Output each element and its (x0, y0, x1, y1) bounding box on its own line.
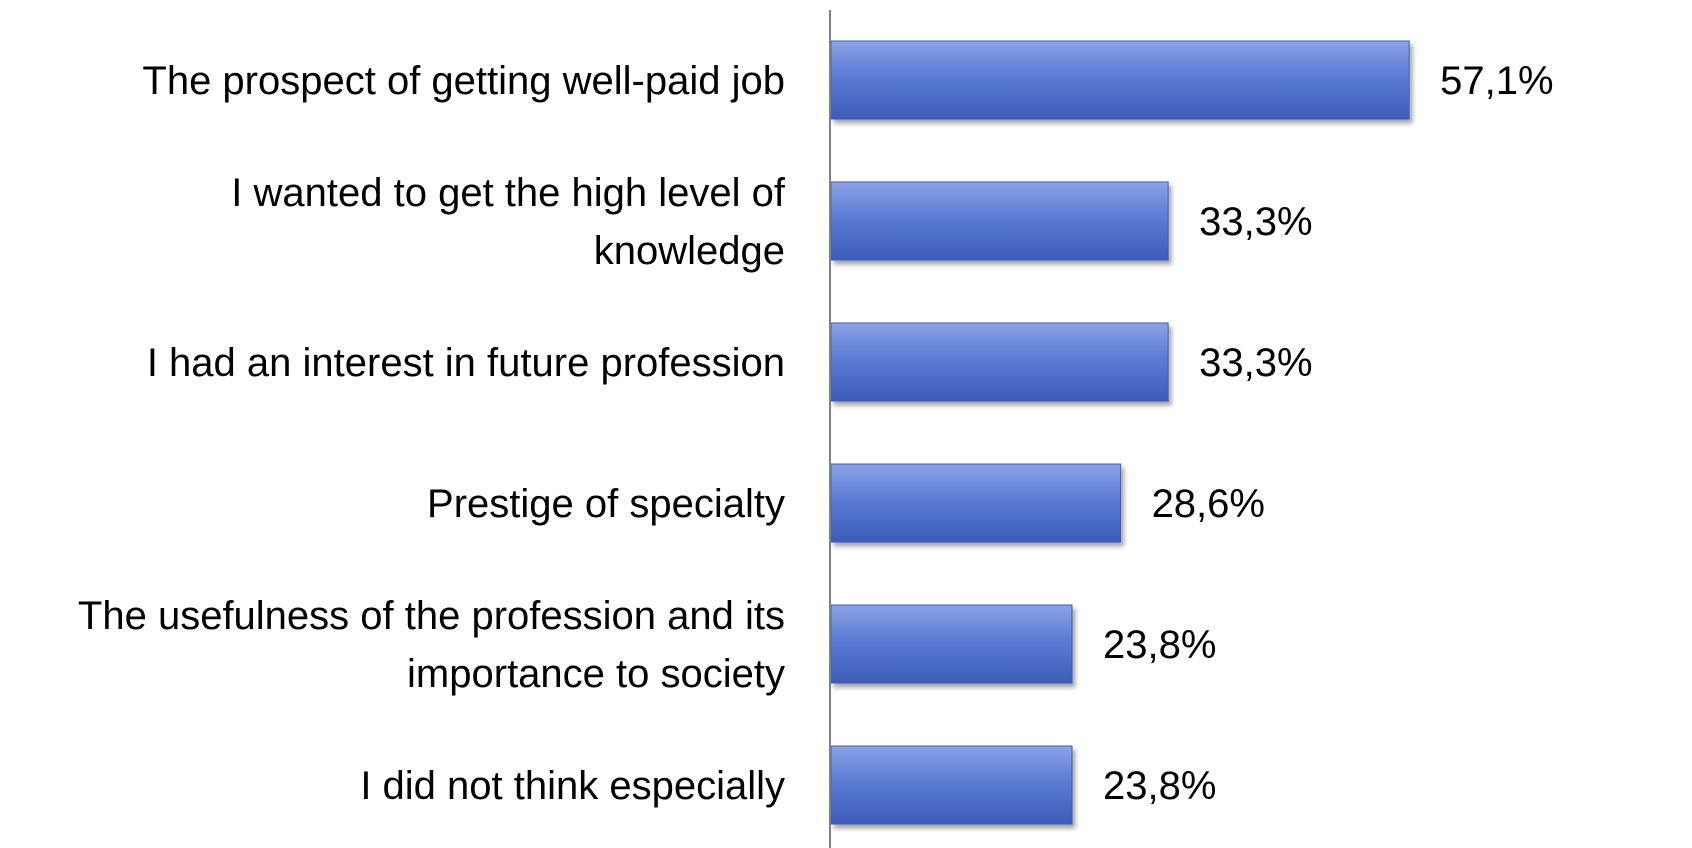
category-label-5: The usefulness of the profession and its… (78, 594, 785, 696)
category-label-1: The prospect of getting well-paid job (142, 59, 785, 103)
bar-2 (830, 181, 1169, 261)
value-label-2: 33,3% (1199, 200, 1312, 244)
category-label-4: Prestige of specialty (427, 482, 785, 526)
category-label-line: The prospect of getting well-paid job (142, 59, 785, 103)
bar-4 (830, 463, 1122, 543)
category-label-6: I did not think especially (360, 764, 785, 808)
category-label-line: importance to society (407, 652, 785, 696)
category-label-line: knowledge (594, 229, 785, 273)
category-label-2: I wanted to get the high level of knowled… (231, 171, 786, 273)
value-label-4: 28,6% (1152, 482, 1265, 526)
value-label-5: 23,8% (1103, 623, 1216, 667)
bars-group (830, 40, 1410, 825)
value-label-3: 33,3% (1199, 341, 1312, 385)
bar-5 (830, 604, 1073, 684)
category-label-line: I did not think especially (360, 764, 785, 808)
bar-1 (830, 40, 1410, 120)
category-label-line: I had an interest in future profession (147, 341, 785, 385)
category-label-3: I had an interest in future profession (147, 341, 785, 385)
value-labels-group: 57,1% 33,3% 33,3% 28,6% 23,8% 23,8% (1103, 59, 1554, 808)
category-label-line: I wanted to get the high level of (231, 171, 786, 215)
value-label-1: 57,1% (1440, 59, 1553, 103)
bar-6 (830, 745, 1073, 825)
category-labels-group: The prospect of getting well-paid job I w… (78, 59, 786, 808)
value-label-6: 23,8% (1103, 764, 1216, 808)
category-label-line: Prestige of specialty (427, 482, 785, 526)
category-label-line: The usefulness of the profession and its (78, 594, 785, 638)
bar-3 (830, 322, 1169, 402)
